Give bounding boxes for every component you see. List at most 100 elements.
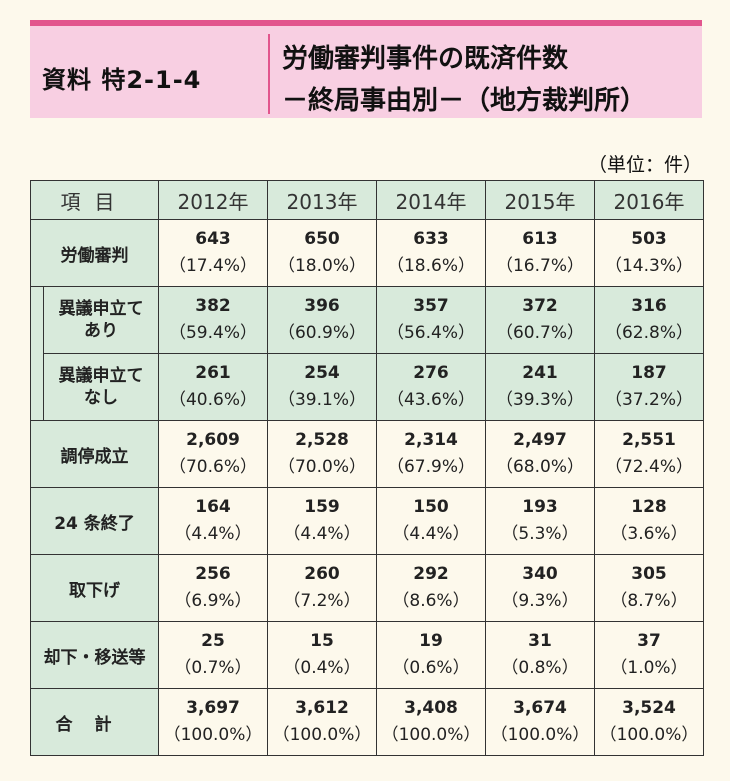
cell-count: 260 bbox=[304, 564, 340, 584]
cell-count: 633 bbox=[413, 229, 449, 249]
cell-count: 150 bbox=[413, 497, 449, 517]
cell-percent: （14.3%） bbox=[604, 256, 693, 276]
cell-percent: （67.9%） bbox=[386, 457, 475, 477]
cell-percent: （100.0%） bbox=[381, 725, 481, 745]
data-cell: 37 （1.0%） bbox=[594, 621, 704, 689]
cell-count: 643 bbox=[195, 229, 231, 249]
cell-percent: （68.0%） bbox=[495, 457, 584, 477]
row-label: 労働審判 bbox=[30, 219, 159, 287]
cell-percent: （0.8%） bbox=[501, 658, 579, 678]
cell-percent: （59.4%） bbox=[168, 323, 257, 343]
cell-count: 316 bbox=[631, 296, 667, 316]
case-table: 項目 2012年 2013年 2014年 2015年 2016年 労働審判 643… bbox=[30, 180, 704, 756]
data-cell: 357 （56.4%） bbox=[376, 286, 486, 354]
title-divider bbox=[268, 34, 270, 114]
data-cell: 260 （7.2%） bbox=[267, 554, 377, 622]
data-cell: 3,697 （100.0%） bbox=[158, 688, 268, 756]
cell-percent: （100.0%） bbox=[272, 725, 372, 745]
cell-count: 357 bbox=[413, 296, 449, 316]
data-cell: 372 （60.7%） bbox=[485, 286, 595, 354]
data-cell: 25 （0.7%） bbox=[158, 621, 268, 689]
cell-percent: （6.9%） bbox=[174, 591, 252, 611]
cell-count: 3,697 bbox=[186, 698, 240, 718]
header-year: 2013年 bbox=[267, 180, 377, 220]
cell-percent: （60.7%） bbox=[495, 323, 584, 343]
cell-count: 2,314 bbox=[404, 430, 458, 450]
cell-percent: （37.2%） bbox=[604, 390, 693, 410]
cell-percent: （8.6%） bbox=[392, 591, 470, 611]
title-line-2: －終局事由別－（地方裁判所） bbox=[282, 86, 647, 116]
data-cell: 159 （4.4%） bbox=[267, 487, 377, 555]
row-label: 異議申立て なし bbox=[43, 353, 159, 421]
cell-count: 15 bbox=[310, 631, 334, 651]
title-line-1: 労働審判事件の既済件数 bbox=[282, 44, 569, 74]
cell-count: 19 bbox=[419, 631, 443, 651]
data-cell: 292 （8.6%） bbox=[376, 554, 486, 622]
table-row: 却下・移送等 25 （0.7%） 15 （0.4%） 19 （0.6%） 31 （0.8%） 37… bbox=[30, 621, 704, 689]
header-row: 項目 2012年 2013年 2014年 2015年 2016年 bbox=[30, 180, 704, 220]
row-label: 取下げ bbox=[30, 554, 159, 622]
cell-percent: （4.4%） bbox=[174, 524, 252, 544]
data-cell: 340 （9.3%） bbox=[485, 554, 595, 622]
cell-count: 372 bbox=[522, 296, 558, 316]
row-indent bbox=[30, 286, 44, 354]
data-cell: 254 （39.1%） bbox=[267, 353, 377, 421]
cell-count: 241 bbox=[522, 363, 558, 383]
table-row: 調停成立 2,609 （70.6%） 2,528 （70.0%） 2,314 （67.9%）… bbox=[30, 420, 704, 488]
cell-percent: （0.4%） bbox=[283, 658, 361, 678]
data-cell: 128 （3.6%） bbox=[594, 487, 704, 555]
cell-percent: （100.0%） bbox=[599, 725, 699, 745]
row-label: 却下・移送等 bbox=[30, 621, 159, 689]
cell-count: 31 bbox=[528, 631, 552, 651]
cell-count: 187 bbox=[631, 363, 667, 383]
cell-count: 261 bbox=[195, 363, 231, 383]
data-cell: 382 （59.4%） bbox=[158, 286, 268, 354]
cell-percent: （4.4%） bbox=[392, 524, 470, 544]
title-top-rule bbox=[30, 20, 702, 26]
table-row: 取下げ 256 （6.9%） 260 （7.2%） 292 （8.6%） 340 （9.3%） 3… bbox=[30, 554, 704, 622]
document-number: 資料 特2-1-4 bbox=[42, 66, 202, 94]
cell-count: 2,497 bbox=[513, 430, 567, 450]
data-cell: 613 （16.7%） bbox=[485, 219, 595, 287]
data-cell: 187 （37.2%） bbox=[594, 353, 704, 421]
cell-count: 2,609 bbox=[186, 430, 240, 450]
cell-count: 3,524 bbox=[622, 698, 676, 718]
cell-percent: （1.0%） bbox=[610, 658, 688, 678]
data-cell: 150 （4.4%） bbox=[376, 487, 486, 555]
cell-percent: （43.6%） bbox=[386, 390, 475, 410]
cell-percent: （7.2%） bbox=[283, 591, 361, 611]
cell-count: 382 bbox=[195, 296, 231, 316]
cell-count: 37 bbox=[637, 631, 661, 651]
cell-percent: （40.6%） bbox=[168, 390, 257, 410]
data-cell: 31 （0.8%） bbox=[485, 621, 595, 689]
cell-percent: （62.8%） bbox=[604, 323, 693, 343]
cell-count: 613 bbox=[522, 229, 558, 249]
cell-percent: （5.3%） bbox=[501, 524, 579, 544]
row-label: 異議申立て あり bbox=[43, 286, 159, 354]
data-cell: 650 （18.0%） bbox=[267, 219, 377, 287]
row-label: 合計 bbox=[30, 688, 159, 756]
header-year: 2012年 bbox=[158, 180, 268, 220]
table-row: 24 条終了 164 （4.4%） 159 （4.4%） 150 （4.4%） 193 （5.3… bbox=[30, 487, 704, 555]
cell-count: 128 bbox=[631, 497, 667, 517]
cell-percent: （17.4%） bbox=[168, 256, 257, 276]
cell-percent: （0.6%） bbox=[392, 658, 470, 678]
cell-percent: （4.4%） bbox=[283, 524, 361, 544]
data-cell: 3,524 （100.0%） bbox=[594, 688, 704, 756]
cell-count: 3,612 bbox=[295, 698, 349, 718]
data-cell: 2,609 （70.6%） bbox=[158, 420, 268, 488]
cell-percent: （8.7%） bbox=[610, 591, 688, 611]
row-indent bbox=[30, 353, 44, 421]
data-cell: 193 （5.3%） bbox=[485, 487, 595, 555]
header-year: 2014年 bbox=[376, 180, 486, 220]
data-cell: 305 （8.7%） bbox=[594, 554, 704, 622]
data-cell: 633 （18.6%） bbox=[376, 219, 486, 287]
cell-count: 256 bbox=[195, 564, 231, 584]
data-cell: 3,612 （100.0%） bbox=[267, 688, 377, 756]
data-cell: 2,551 （72.4%） bbox=[594, 420, 704, 488]
data-cell: 396 （60.9%） bbox=[267, 286, 377, 354]
data-cell: 15 （0.4%） bbox=[267, 621, 377, 689]
cell-count: 193 bbox=[522, 497, 558, 517]
row-label: 24 条終了 bbox=[30, 487, 159, 555]
data-cell: 276 （43.6%） bbox=[376, 353, 486, 421]
